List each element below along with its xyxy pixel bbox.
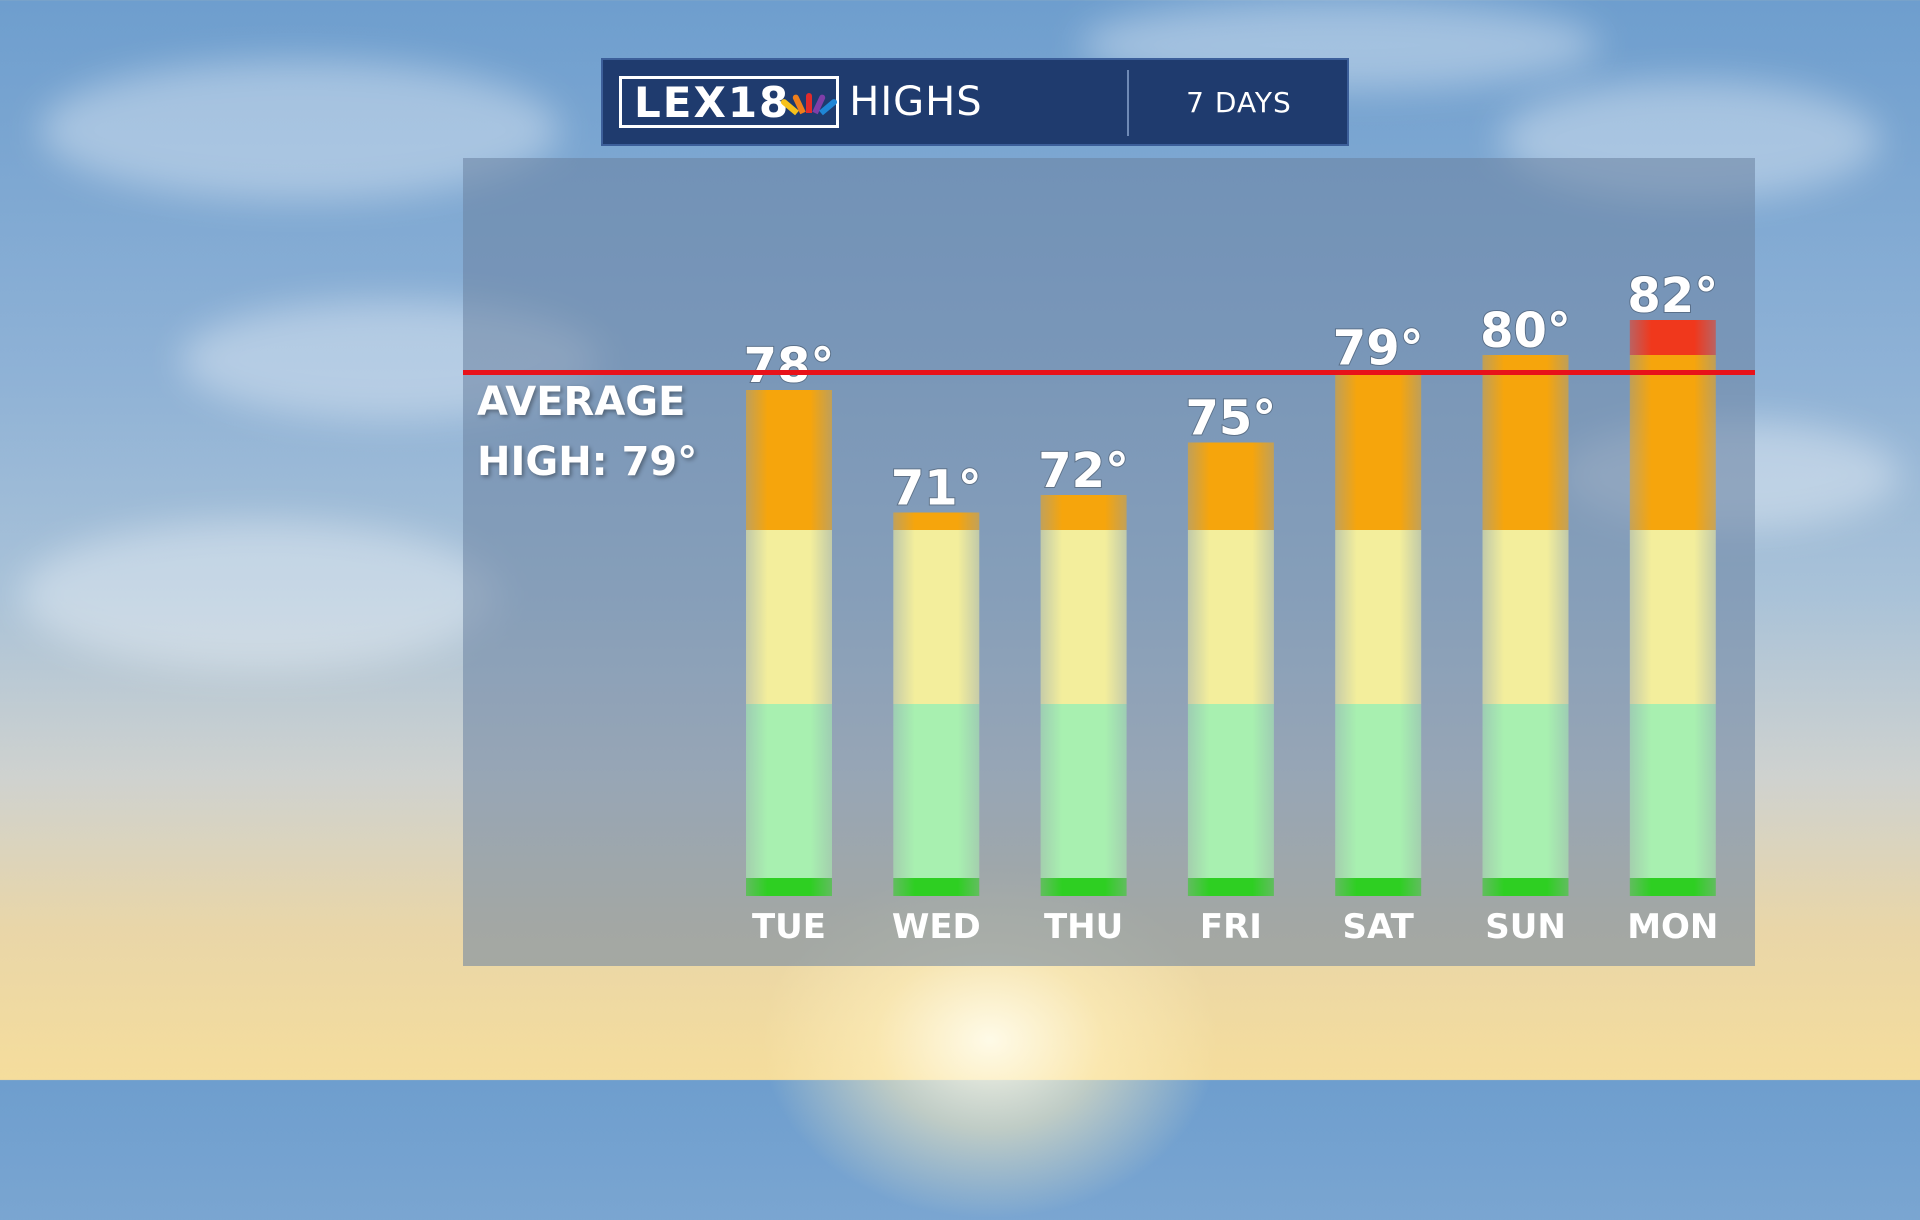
bar-sun	[1482, 355, 1569, 896]
bar-orange-segment	[1187, 442, 1274, 530]
bar-value-label: 82°	[1627, 268, 1718, 324]
category-tick-label: FRI	[1200, 907, 1262, 947]
bar-base-segment	[1335, 878, 1422, 896]
bar-yellow-segment	[1187, 530, 1274, 704]
logo-text: LEX18	[634, 77, 791, 127]
bar-value-label: 80°	[1480, 303, 1571, 359]
bar-chart: 78° TUE 71° WED 72° THU 75° FRI 79° SAT 80° SUN 82° M…	[463, 267, 1755, 947]
bar-red-segment	[1629, 320, 1716, 355]
bar-yellow-segment	[1482, 530, 1569, 704]
average-high-label: AVERAGE HIGH: 79°	[477, 372, 697, 492]
days-label: 7 DAYS	[1186, 85, 1292, 119]
bar-sat	[1335, 372, 1422, 896]
bar-orange-segment	[893, 512, 980, 530]
category-tick-label: SUN	[1485, 907, 1566, 947]
category-tick-label: TUE	[752, 907, 826, 947]
bar-yellow-segment	[893, 530, 980, 704]
bar-value-label: 72°	[1038, 443, 1129, 499]
bar-green-segment	[1187, 704, 1274, 878]
bar-green-segment	[1335, 704, 1422, 878]
bar-yellow-segment	[1040, 530, 1127, 704]
bar-base-segment	[1482, 878, 1569, 896]
average-high-line	[463, 370, 1755, 375]
average-label-line2: HIGH: 79°	[477, 439, 698, 485]
chart-panel: 78° TUE 71° WED 72° THU 75° FRI 79° SAT 80° SUN 82° M…	[463, 158, 1755, 966]
bar-green-segment	[746, 704, 832, 878]
average-label-line1: AVERAGE	[477, 379, 686, 425]
header-divider	[1127, 70, 1129, 136]
bar-yellow-segment	[1629, 530, 1716, 704]
station-logo: LEX18	[619, 76, 840, 128]
bar-wed	[893, 512, 980, 896]
bar-orange-segment	[1335, 372, 1422, 530]
bar-base-segment	[1040, 878, 1127, 896]
bar-green-segment	[1629, 704, 1716, 878]
category-tick-label: THU	[1044, 907, 1123, 947]
category-tick-label: MON	[1627, 907, 1718, 947]
bar-value-label: 78°	[744, 338, 835, 394]
bar-base-segment	[1629, 878, 1716, 896]
bar-orange-segment	[1629, 355, 1716, 530]
header-title: HIGHS	[849, 79, 983, 125]
bar-orange-segment	[1040, 495, 1127, 530]
bar-value-label: 75°	[1186, 391, 1277, 447]
bar-base-segment	[746, 878, 832, 896]
bar-base-segment	[893, 878, 980, 896]
bar-orange-segment	[746, 390, 832, 530]
bar-base-segment	[1187, 878, 1274, 896]
bar-mon	[1629, 320, 1716, 896]
bar-value-label: 71°	[891, 461, 982, 517]
category-tick-label: SAT	[1343, 907, 1415, 947]
bar-yellow-segment	[746, 530, 832, 704]
category-tick-label: WED	[892, 907, 981, 947]
peacock-icon	[780, 91, 839, 116]
bar-green-segment	[1040, 704, 1127, 878]
bar-green-segment	[893, 704, 980, 878]
bar-orange-segment	[1482, 355, 1569, 530]
bar-green-segment	[1482, 704, 1569, 878]
bar-thu	[1040, 495, 1127, 896]
bar-value-label: 79°	[1333, 321, 1424, 377]
bar-yellow-segment	[1335, 530, 1422, 704]
header-banner: LEX18 HIGHS 7 DAYS	[601, 58, 1349, 146]
bar-tue	[746, 390, 832, 896]
bar-fri	[1187, 442, 1274, 896]
